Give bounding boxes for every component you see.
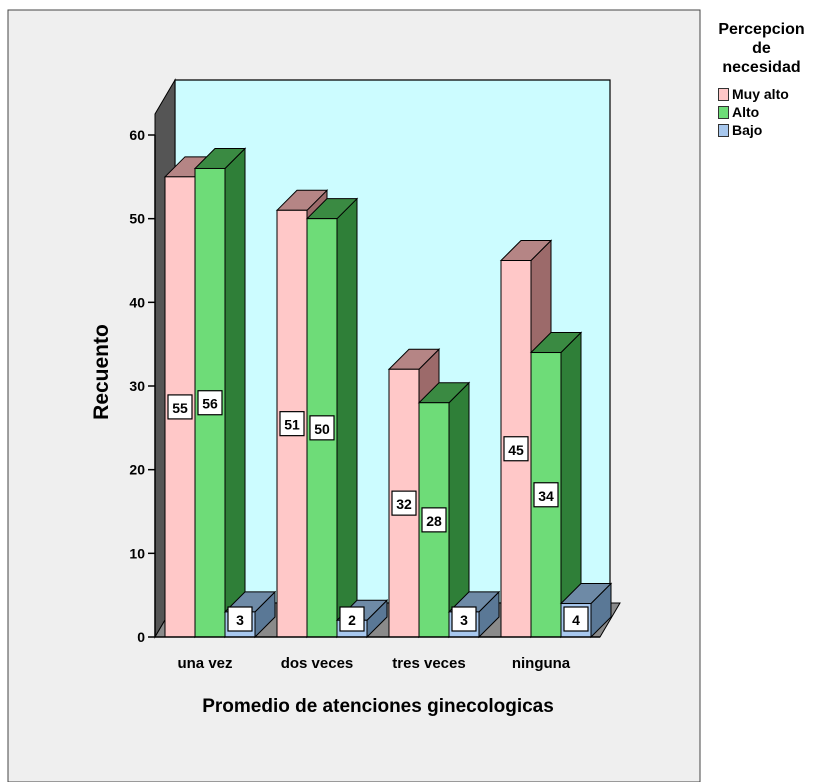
data-label-text: 3: [460, 612, 468, 628]
data-label: 3: [451, 606, 477, 632]
x-tick-label: ninguna: [512, 655, 571, 672]
data-label: 45: [503, 436, 529, 462]
data-label-text: 32: [396, 496, 412, 512]
data-label: 34: [533, 482, 559, 508]
data-label: 2: [339, 606, 365, 632]
data-label-box: [391, 490, 417, 516]
data-label-text: 34: [538, 488, 554, 504]
data-label-text: 28: [426, 513, 442, 529]
legend-swatch-bajo: [718, 123, 729, 137]
legend: Percepcion de necesidad Muy alto Alto Ba…: [704, 20, 819, 139]
data-label: 56: [197, 390, 223, 416]
data-label-text: 3: [236, 612, 244, 628]
y-tick-label: 40: [129, 294, 145, 310]
data-label-box: [451, 606, 477, 632]
data-label-box: [279, 411, 305, 437]
data-label-text: 56: [202, 396, 218, 412]
legend-label-bajo: Bajo: [732, 122, 763, 138]
y-tick-label: 30: [129, 378, 145, 394]
data-label-box: [309, 415, 335, 441]
legend-label-alto: Alto: [732, 104, 760, 120]
data-label-text: 4: [572, 612, 580, 628]
legend-item-muy-alto: Muy alto: [718, 85, 819, 103]
y-tick-label: 0: [137, 629, 145, 645]
data-label-box: [167, 394, 193, 420]
data-label: 32: [391, 490, 417, 516]
data-label: 28: [421, 507, 447, 533]
data-label-box: [421, 507, 447, 533]
data-label-text: 51: [284, 417, 300, 433]
data-label: 51: [279, 411, 305, 437]
legend-item-alto: Alto: [718, 103, 819, 121]
y-tick-label: 20: [129, 462, 145, 478]
data-label-text: 2: [348, 612, 356, 628]
y-tick-label: 10: [129, 545, 145, 561]
bar-side: [224, 147, 246, 639]
bar-side: [336, 197, 358, 639]
data-label-box: [563, 606, 589, 632]
legend-title-line-3: necesidad: [722, 59, 801, 76]
y-axis: 0 10 20 30 40 50 60: [129, 127, 156, 645]
data-label-box: [197, 390, 223, 416]
data-label-text: 50: [314, 421, 330, 437]
data-label: 50: [309, 415, 335, 441]
legend-label-muy-alto: Muy alto: [732, 86, 789, 102]
x-tick-label: tres veces: [392, 655, 465, 672]
data-labels: 55 56 3 51 50 2 32 28 3 45 34 4: [167, 390, 589, 632]
data-label-box: [339, 606, 365, 632]
y-tick-label: 60: [129, 127, 145, 143]
legend-swatch-alto: [718, 105, 729, 119]
legend-title: Percepcion de necesidad: [704, 20, 819, 77]
legend-title-line-2: de: [752, 40, 771, 57]
y-tick-label: 50: [129, 211, 145, 227]
x-tick-label: dos veces: [281, 655, 354, 672]
legend-swatch-muy-alto: [718, 87, 729, 101]
x-axis: una vez dos veces tres veces ninguna: [155, 636, 600, 672]
data-label-text: 55: [172, 400, 188, 416]
data-label: 3: [227, 606, 253, 632]
legend-item-bajo: Bajo: [718, 121, 819, 139]
data-label: 55: [167, 394, 193, 420]
data-label-box: [533, 482, 559, 508]
data-label-box: [227, 606, 253, 632]
x-axis-title: Promedio de atenciones ginecologicas: [202, 696, 554, 717]
x-tick-label: una vez: [177, 655, 232, 672]
data-label: 4: [563, 606, 589, 632]
y-axis-title: Recuento: [90, 324, 113, 420]
legend-title-line-1: Percepcion: [718, 21, 805, 38]
data-label-text: 45: [508, 442, 524, 458]
data-label-box: [503, 436, 529, 462]
